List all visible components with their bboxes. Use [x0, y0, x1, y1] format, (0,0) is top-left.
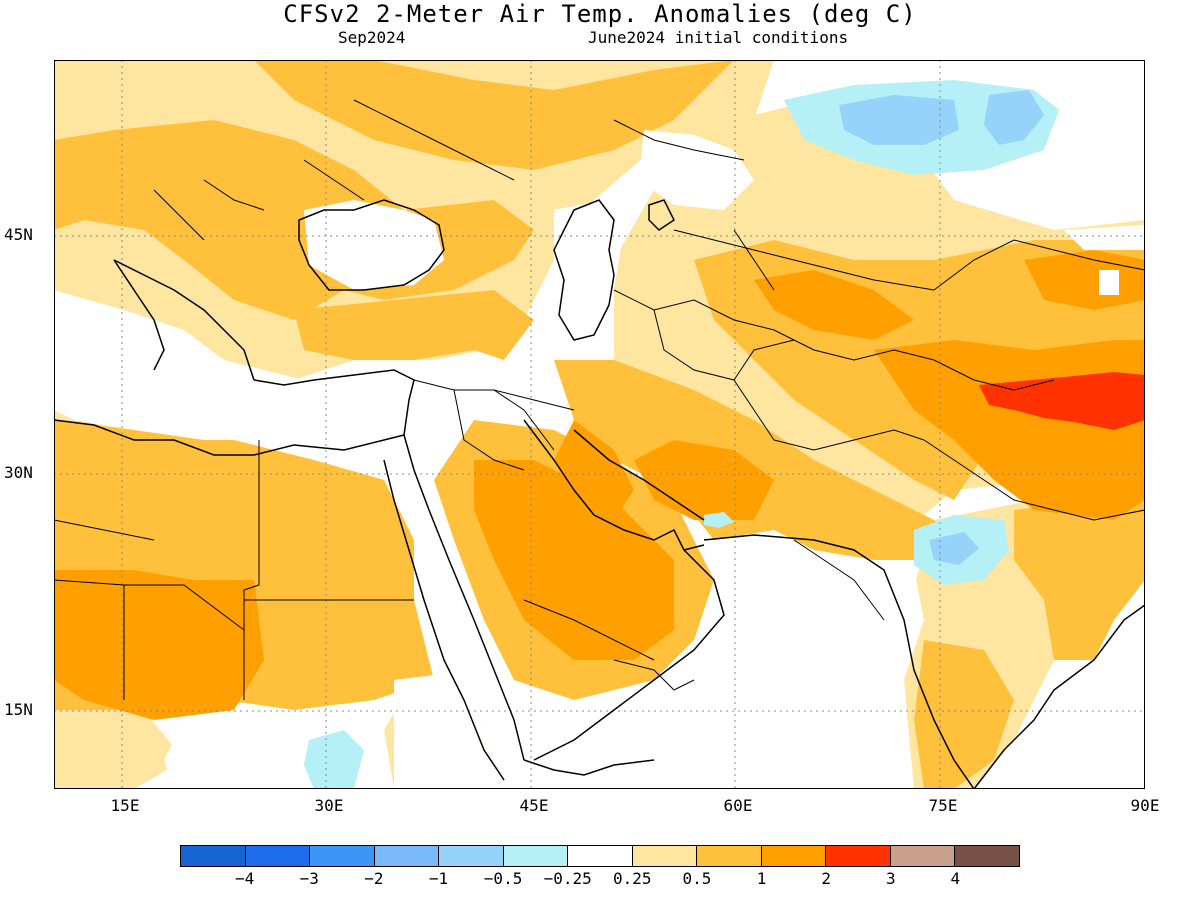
- colorbar-swatch: [373, 845, 440, 867]
- colorbar-tick-label: 3: [885, 869, 896, 888]
- lon-label-75e: 75E: [928, 796, 958, 815]
- colorbar-swatch: [760, 845, 827, 867]
- coastlines: [54, 199, 1145, 789]
- colorbar-tick-label: 4: [950, 869, 961, 888]
- initial-conditions-label: June2024 initial conditions: [588, 28, 849, 47]
- colorbar-tick-label: −2: [364, 869, 384, 888]
- anomaly-shading-blue: [839, 90, 1044, 565]
- colorbar-tick-label: −0.5: [483, 869, 523, 888]
- lon-label-60e: 60E: [723, 796, 753, 815]
- neutral-areas: [54, 130, 1145, 789]
- colorbar-swatch: [567, 845, 633, 867]
- lat-label-15n: 15N: [4, 700, 33, 719]
- colorbar-swatch: [889, 845, 956, 867]
- graticule: [54, 60, 1145, 789]
- colorbar-tick-label: −4: [234, 869, 255, 888]
- map-frame: [54, 60, 1145, 789]
- country-borders: [54, 99, 1145, 700]
- lon-label-90e: 90E: [1130, 796, 1160, 815]
- colorbar-tick-label: −0.25: [543, 869, 592, 888]
- lat-label-45n: 45N: [4, 225, 33, 244]
- colorbar-tick-label: −1: [428, 869, 449, 888]
- lon-label-45e: 45E: [519, 796, 549, 815]
- colorbar-swatch: [954, 845, 1020, 867]
- colorbar-swatch: [631, 845, 698, 867]
- colorbar-swatch: [502, 845, 569, 867]
- colorbar-swatch: [438, 845, 504, 867]
- colorbar-tick-label: 2: [821, 869, 831, 888]
- colorbar-tick-label: −3: [299, 869, 319, 888]
- colorbar: [180, 845, 1020, 867]
- colorbar-swatch: [696, 845, 762, 867]
- colorbar-tick-label: 0.25: [613, 869, 652, 888]
- lon-label-15e: 15E: [110, 796, 140, 815]
- lon-label-30e: 30E: [314, 796, 344, 815]
- colorbar-tick-label: 0.5: [682, 869, 712, 888]
- colorbar-swatch: [244, 845, 311, 867]
- colorbar-swatch: [825, 845, 891, 867]
- anomaly-shading-red: [979, 372, 1145, 430]
- chart-title: CFSv2 2-Meter Air Temp. Anomalies (deg C…: [283, 0, 917, 28]
- valid-month-label: Sep2024: [338, 28, 406, 47]
- colorbar-swatch: [180, 845, 246, 867]
- colorbar-tick-label: 1: [756, 869, 767, 888]
- anomaly-shading-dark-orange: [54, 250, 1145, 720]
- colorbar-swatch: [309, 845, 375, 867]
- anomaly-map: [54, 60, 1145, 789]
- lat-label-30n: 30N: [4, 463, 33, 482]
